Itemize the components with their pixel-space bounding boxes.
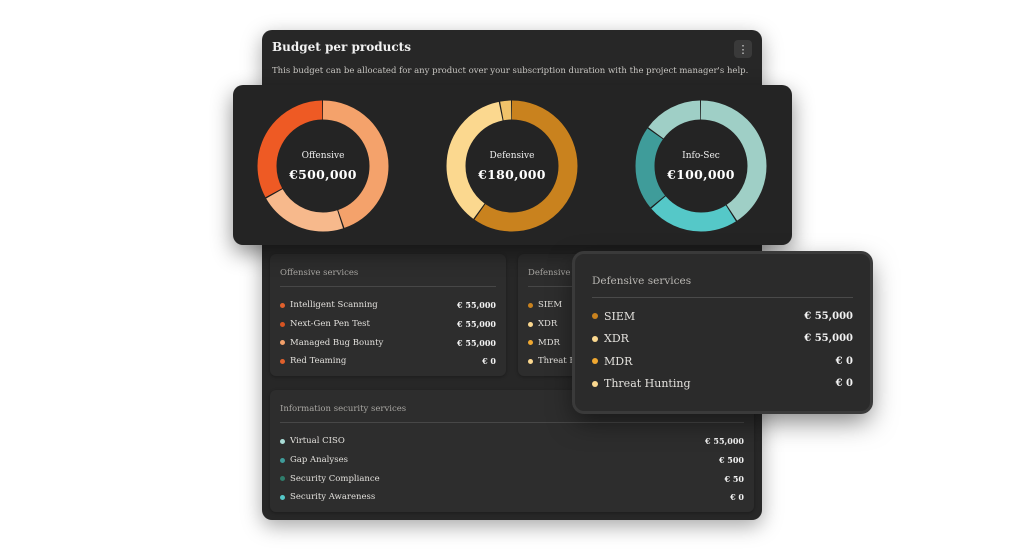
donut-label: Info-Sec (682, 150, 720, 161)
bullet-dot-icon (280, 457, 285, 463)
donut-segment-3[interactable] (635, 100, 767, 232)
service-name: SIEM (538, 300, 563, 311)
service-name: SIEM (604, 309, 636, 323)
service-value: € 0 (835, 378, 853, 390)
service-value: € 55,000 (457, 337, 496, 348)
bullet-dot-icon (280, 358, 285, 364)
service-name: Intelligent Scanning (290, 300, 378, 311)
divider (280, 422, 744, 423)
donut-label: Offensive (301, 150, 345, 161)
bullet-dot-icon (280, 494, 285, 500)
bullet-dot-icon (280, 340, 285, 346)
defensive-services-popup: Defensive services SIEM € 55,000 XDR € 5… (575, 254, 870, 411)
offensive-donut[interactable]: Offensive €500,000 (257, 100, 389, 232)
donut-segment-1[interactable] (635, 100, 767, 232)
bullet-dot-icon (528, 302, 533, 308)
service-row-managed-bug-bounty[interactable]: Managed Bug Bounty € 55,000 (280, 333, 496, 352)
donut-label: Defensive (489, 150, 535, 161)
donut-value: €100,000 (667, 166, 735, 182)
service-name: MDR (538, 337, 560, 348)
donut-segment-2[interactable] (446, 100, 578, 232)
infosec-donut[interactable]: Info-Sec €100,000 (635, 100, 767, 232)
service-name: Threat Hunting (538, 356, 605, 367)
service-row-security-compliance[interactable]: Security Compliance € 50 (280, 469, 744, 488)
bullet-dot-icon (528, 340, 533, 346)
service-row-siem[interactable]: SIEM (528, 296, 744, 315)
popup-title: Defensive services (592, 275, 692, 287)
bullet-dot-icon (592, 335, 598, 342)
service-name: Gap Analyses (290, 455, 348, 466)
defensive-services-title: Defensive services (528, 268, 609, 278)
service-value: € 50 (724, 473, 744, 484)
bullet-dot-icon (528, 358, 533, 364)
bullet-dot-icon (280, 476, 285, 482)
bullet-dot-icon (592, 380, 598, 387)
infosec-donut-ring (635, 100, 767, 232)
service-value: € 0 (730, 492, 744, 503)
card-description: This budget can be allocated for any pro… (272, 66, 749, 76)
kebab-menu-icon: ⋮ (737, 42, 749, 56)
bullet-dot-icon (280, 302, 285, 308)
donut-segment-3[interactable] (257, 100, 389, 232)
donut-segment-1[interactable] (257, 100, 389, 232)
service-name: Managed Bug Bounty (290, 337, 384, 348)
popup-row-siem[interactable]: SIEM € 55,000 (592, 305, 853, 328)
service-value: € 55,000 (457, 319, 496, 330)
service-row-intelligent-scanning[interactable]: Intelligent Scanning € 55,000 (280, 296, 496, 315)
budget-donut-panel: Offensive €500,000 Defensive €180,000 In… (233, 85, 792, 245)
donut-segment-1[interactable] (446, 100, 578, 232)
service-row-red-teaming[interactable]: Red Teaming € 0 (280, 352, 496, 371)
service-row-virtual-ciso[interactable]: Virtual CISO € 55,000 (280, 432, 744, 451)
divider (592, 297, 853, 298)
defensive-donut[interactable]: Defensive €180,000 (446, 100, 578, 232)
bullet-dot-icon (280, 321, 285, 327)
divider (280, 286, 496, 287)
service-name: XDR (538, 319, 558, 330)
service-row-security-awareness[interactable]: Security Awareness € 0 (280, 488, 744, 507)
card-title: Budget per products (272, 40, 411, 54)
service-value: € 0 (835, 355, 853, 367)
offensive-donut-ring (257, 100, 389, 232)
donut-segment-2[interactable] (635, 100, 767, 232)
service-name: Security Compliance (290, 473, 380, 484)
more-options-button[interactable]: ⋮ (734, 40, 752, 58)
service-name: Threat Hunting (604, 377, 691, 391)
bullet-dot-icon (592, 313, 598, 320)
service-row-gap-analyses[interactable]: Gap Analyses € 500 (280, 451, 744, 470)
infosec-services-title: Information security services (280, 404, 407, 414)
service-value: € 55,000 (705, 436, 744, 447)
popup-row-threat-hunting[interactable]: Threat Hunting € 0 (592, 373, 853, 396)
offensive-services-card: Offensive services Intelligent Scanning … (270, 254, 506, 376)
service-row-threat-hunting[interactable]: Threat Hunting (528, 352, 744, 371)
service-value: € 0 (482, 356, 496, 367)
bullet-dot-icon (528, 321, 533, 327)
donut-segment-2[interactable] (257, 100, 389, 232)
service-row-xdr[interactable]: XDR (528, 315, 744, 334)
service-name: XDR (604, 332, 629, 346)
service-value: € 55,000 (457, 300, 496, 311)
service-name: Security Awareness (290, 492, 376, 503)
donut-value: €500,000 (289, 166, 357, 182)
bullet-dot-icon (280, 438, 285, 444)
service-row-mdr[interactable]: MDR (528, 333, 744, 352)
service-name: Red Teaming (290, 356, 347, 367)
service-value: € 55,000 (804, 333, 853, 345)
popup-row-mdr[interactable]: MDR € 0 (592, 350, 853, 373)
defensive-donut-ring (446, 100, 578, 232)
popup-row-xdr[interactable]: XDR € 55,000 (592, 328, 853, 351)
bullet-dot-icon (592, 358, 598, 365)
service-name: MDR (604, 354, 633, 368)
donut-value: €180,000 (478, 166, 546, 182)
service-row-next-gen-pen-test[interactable]: Next-Gen Pen Test € 55,000 (280, 315, 496, 334)
service-name: Virtual CISO (290, 436, 345, 447)
service-value: € 55,000 (804, 310, 853, 322)
service-value: € 500 (718, 455, 744, 466)
offensive-services-title: Offensive services (280, 268, 359, 278)
service-name: Next-Gen Pen Test (290, 319, 370, 330)
